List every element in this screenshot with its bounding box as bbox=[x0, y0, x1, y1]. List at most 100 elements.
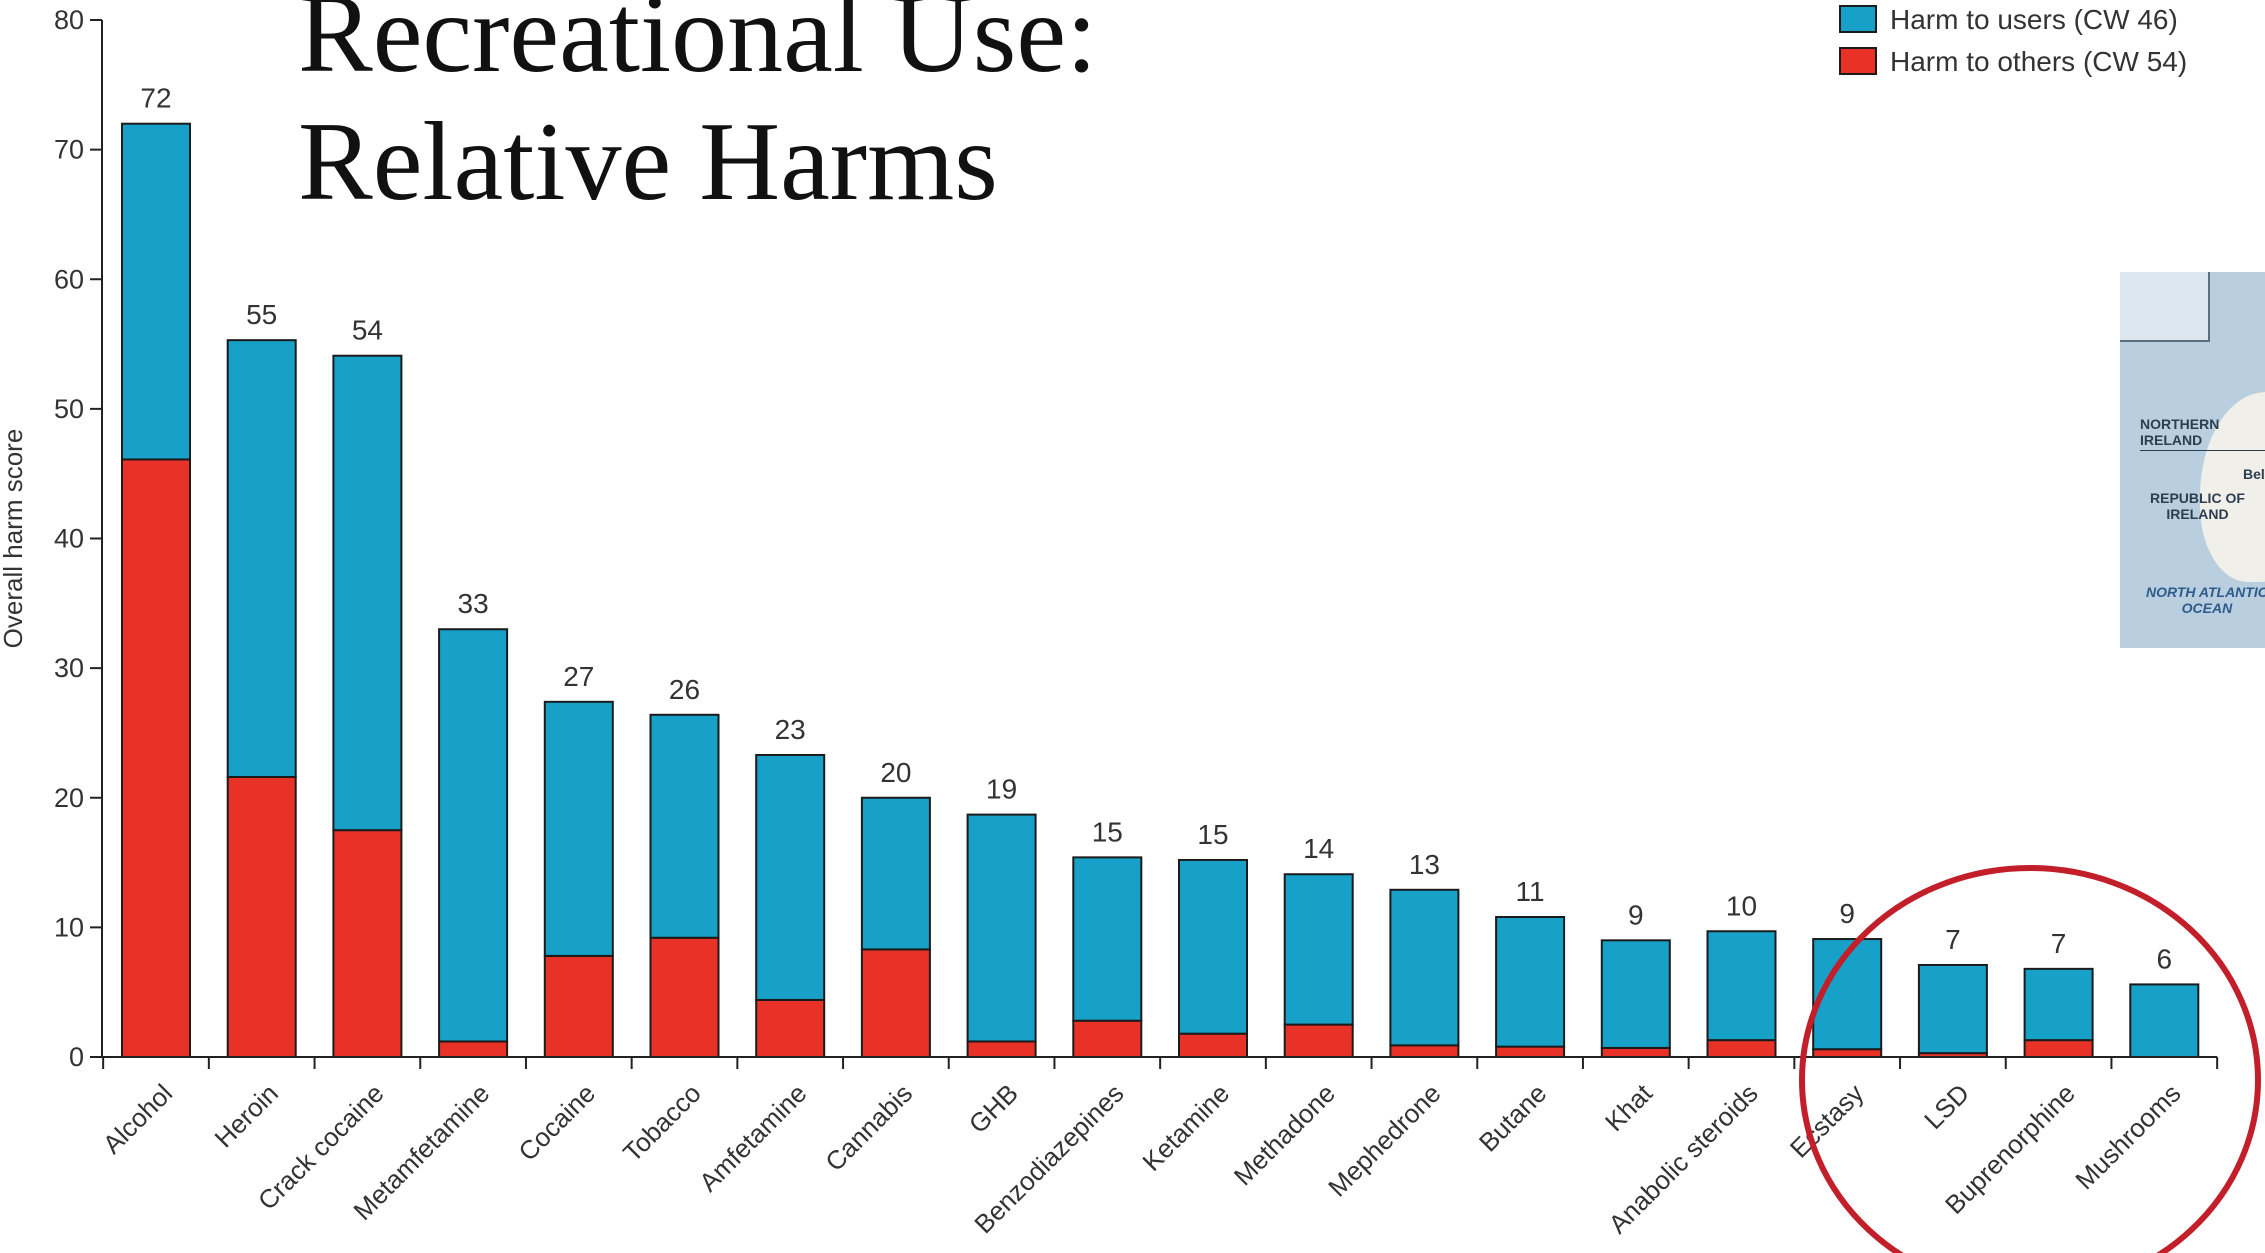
bars bbox=[121, 122, 2200, 1059]
slide-title: Recreational Use: Relative Harms bbox=[298, 0, 1097, 226]
y-tick-label: 50 bbox=[54, 394, 84, 424]
highlight-circle bbox=[1799, 865, 2261, 1253]
legend-label: Harm to others (CW 54) bbox=[1890, 46, 2187, 77]
bar-harm-to-users bbox=[226, 339, 297, 779]
bar-harm-to-others bbox=[966, 1040, 1037, 1058]
bar-harm-to-users bbox=[649, 713, 720, 939]
map-label-belfast: Bel bbox=[2243, 466, 2265, 482]
bar-harm-to-others bbox=[438, 1040, 509, 1058]
x-tick-label: Butane bbox=[1473, 1078, 1552, 1157]
ireland-map-image: NORTHERN IRELAND REPUBLIC OF IRELAND NOR… bbox=[2120, 272, 2265, 648]
bar-total-label: 55 bbox=[246, 299, 277, 330]
bar-harm-to-users bbox=[543, 700, 614, 957]
bar-harm-to-users bbox=[1495, 916, 1566, 1048]
x-tick-label: Amfetamine bbox=[693, 1078, 812, 1197]
x-tick-label: Ketamine bbox=[1136, 1078, 1235, 1177]
bar-total-label: 9 bbox=[1628, 899, 1644, 930]
bar-harm-to-others bbox=[2023, 1039, 2094, 1059]
bar-harm-to-others bbox=[860, 948, 931, 1059]
slide-title-line-1: Recreational Use: bbox=[298, 0, 1098, 96]
bar-total-label: 54 bbox=[352, 315, 383, 346]
bar-total-label: 15 bbox=[1197, 819, 1228, 850]
y-axis: 0 10 20 30 40 50 60 70 80 Overall harm score bbox=[0, 5, 103, 1072]
bar-total-label: 7 bbox=[2051, 928, 2067, 959]
map-label-republic-of-ireland: REPUBLIC OF IRELAND bbox=[2150, 490, 2245, 522]
bar-harm-to-others bbox=[226, 776, 297, 1058]
bar-harm-to-users bbox=[1600, 939, 1671, 1049]
y-tick-label: 40 bbox=[54, 524, 84, 554]
bar-harm-to-users bbox=[1178, 858, 1248, 1035]
bar-harm-to-others bbox=[1600, 1046, 1671, 1059]
bar-harm-to-users bbox=[860, 796, 931, 951]
bar-total-label: 6 bbox=[2157, 943, 2173, 974]
bar-total-label: 13 bbox=[1409, 849, 1440, 880]
x-tick-label: Mephedrone bbox=[1322, 1078, 1446, 1202]
bar-harm-to-users bbox=[1917, 963, 1988, 1055]
highlight-annotation bbox=[1799, 865, 2261, 1253]
bar-harm-to-others bbox=[755, 998, 826, 1059]
bar-total-label: 11 bbox=[1516, 876, 1545, 907]
bar-total-label: 33 bbox=[458, 588, 489, 619]
slide-title-line-2: Relative Harms bbox=[298, 100, 998, 224]
bar-total-labels: 72 55 54 33 27 26 23 20 19 15 15 14 13 11 9 10 9 7 7 6 bbox=[140, 83, 2172, 975]
legend-swatch bbox=[1839, 47, 1877, 75]
x-tick-label: Heroin bbox=[209, 1078, 284, 1153]
bar-total-label: 27 bbox=[563, 661, 594, 692]
x-tick-label: Methadone bbox=[1228, 1078, 1341, 1191]
bar-total-label: 9 bbox=[1839, 898, 1855, 929]
legend-label: Harm to users (CW 46) bbox=[1890, 4, 2178, 35]
bar-total-label: 72 bbox=[140, 83, 171, 114]
map-label-north-atlantic-ocean: NORTH ATLANTIC OCEAN bbox=[2146, 584, 2265, 616]
bar-harm-to-users bbox=[1072, 856, 1143, 1022]
bar-harm-to-users bbox=[121, 122, 191, 461]
bar-total-label: 14 bbox=[1303, 833, 1334, 864]
bar-harm-to-others bbox=[121, 458, 191, 1058]
x-tick-label: LSD bbox=[1918, 1078, 1975, 1135]
y-tick-label: 60 bbox=[54, 264, 84, 294]
bar-harm-to-users bbox=[2023, 967, 2094, 1042]
y-tick-label: 20 bbox=[54, 783, 84, 813]
y-tick-label: 80 bbox=[54, 5, 84, 35]
bar-harm-to-others bbox=[1495, 1045, 1566, 1059]
bar-total-label: 15 bbox=[1092, 816, 1123, 847]
bar-harm-to-others bbox=[1812, 1048, 1883, 1059]
bar-total-label: 19 bbox=[986, 774, 1017, 805]
x-tick-label: Ecstasy bbox=[1784, 1078, 1870, 1164]
legend-swatch bbox=[1839, 5, 1877, 33]
x-tick-label: Khat bbox=[1599, 1077, 1659, 1137]
bar-harm-to-users bbox=[2129, 983, 2200, 1058]
bar-total-label: 23 bbox=[775, 714, 806, 745]
europe-locator-map bbox=[2120, 272, 2210, 342]
bar-harm-to-others bbox=[1706, 1039, 1777, 1059]
x-tick-label: Tobacco bbox=[617, 1078, 707, 1168]
bar-harm-to-others bbox=[1072, 1019, 1143, 1059]
bar-harm-to-others bbox=[1283, 1023, 1354, 1058]
bar-harm-to-users bbox=[1706, 930, 1777, 1042]
y-tick-label: 30 bbox=[54, 653, 84, 683]
bar-harm-to-users bbox=[438, 628, 509, 1043]
x-tick-label: Cocaine bbox=[512, 1078, 601, 1167]
map-border-line bbox=[2140, 450, 2265, 451]
bar-total-label: 20 bbox=[880, 757, 911, 788]
bar-harm-to-others bbox=[649, 936, 720, 1058]
bar-harm-to-users bbox=[966, 813, 1037, 1043]
x-tick-label: GHB bbox=[963, 1078, 1024, 1139]
x-tick-label: Mushrooms bbox=[2069, 1078, 2186, 1195]
bar-harm-to-others bbox=[332, 829, 403, 1058]
bar-total-label: 26 bbox=[669, 674, 700, 705]
bar-harm-to-users bbox=[755, 753, 826, 1001]
x-tick-label: Alcohol bbox=[97, 1078, 179, 1160]
bar-total-label: 7 bbox=[1945, 924, 1961, 955]
y-tick-label: 70 bbox=[54, 135, 84, 165]
map-label-northern-ireland: NORTHERN IRELAND bbox=[2140, 416, 2220, 448]
bar-harm-to-others bbox=[1389, 1044, 1460, 1058]
x-tick-label: Cannabis bbox=[819, 1078, 918, 1177]
bar-harm-to-users bbox=[332, 354, 403, 832]
bar-harm-to-users bbox=[1389, 888, 1460, 1047]
bar-harm-to-others bbox=[543, 954, 614, 1059]
bar-harm-to-users bbox=[1283, 873, 1354, 1026]
y-axis-title: Overall harm score bbox=[0, 429, 28, 649]
